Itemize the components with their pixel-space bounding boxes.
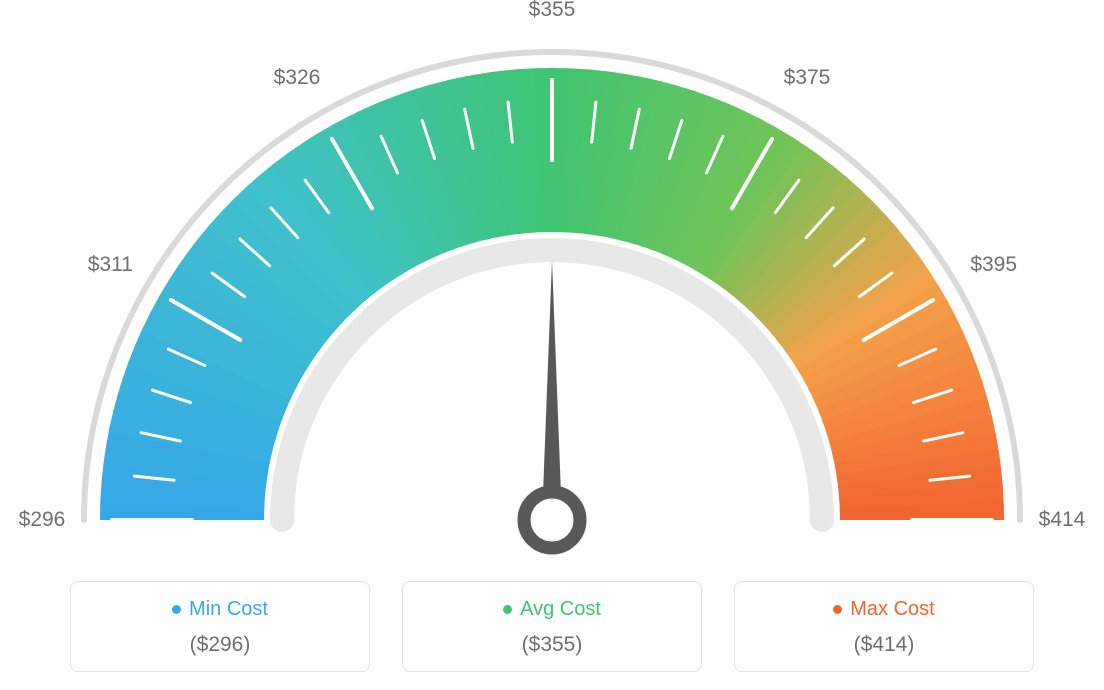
legend-card-avg: Avg Cost ($355) <box>402 581 702 672</box>
legend-value-min: ($296) <box>81 633 359 657</box>
legend-label-min: Min Cost <box>189 598 268 621</box>
legend-label-avg: Avg Cost <box>520 598 601 621</box>
legend-label-max: Max Cost <box>850 598 934 621</box>
legend-value-avg: ($355) <box>413 633 691 657</box>
legend-value-max: ($414) <box>745 633 1023 657</box>
legend-card-max: Max Cost ($414) <box>734 581 1034 672</box>
legend-card-min: Min Cost ($296) <box>70 581 370 672</box>
gauge-tick-label: $296 <box>19 508 66 532</box>
gauge-tick-label: $326 <box>274 66 321 90</box>
gauge-tick-label: $355 <box>529 0 576 22</box>
legend-dot-avg <box>503 605 512 614</box>
gauge-tick-label: $395 <box>970 253 1017 277</box>
gauge-tick-label: $414 <box>1039 508 1086 532</box>
gauge-tick-label: $311 <box>88 253 133 277</box>
gauge-tick-label: $375 <box>784 66 831 90</box>
cost-gauge: $296 $311 $326 $355 $375 $395 $414 <box>0 0 1104 590</box>
legend-dot-min <box>172 605 181 614</box>
legend-dot-max <box>833 605 842 614</box>
legend-row: Min Cost ($296) Avg Cost ($355) Max Cost… <box>0 581 1104 672</box>
